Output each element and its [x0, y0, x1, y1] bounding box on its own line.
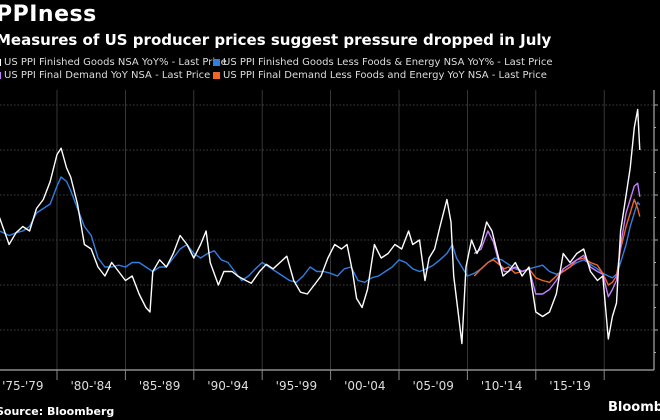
legend-swatch [0, 59, 1, 66]
legend-item-final-demand: US PPI Final Demand YoY NSA - Last Price [0, 69, 227, 82]
legend-swatch [213, 59, 220, 66]
legend-right: US PPI Finished Goods Less Foods & Energ… [213, 56, 553, 82]
x-tick-label: '15-'19 [549, 379, 590, 393]
axes [0, 90, 658, 371]
x-tick-label: '85-'89 [139, 379, 180, 393]
x-tick-labels: '75-'79 '80-'84 '85-'89 '90-'94 '95-'99 '00-'… [2, 370, 605, 393]
legend-label: US PPI Final Demand YoY NSA - Last Price [4, 70, 211, 81]
legend-label: US PPI Finished Goods Less Foods & Energ… [223, 57, 553, 68]
chart-subtitle: Measures of US producer prices suggest p… [0, 31, 552, 49]
x-tick-label: '00-'04 [344, 379, 385, 393]
source-note: Source: Bloomberg [0, 405, 115, 418]
x-tick-label: '95-'99 [276, 379, 317, 393]
x-tick-label: '90-'94 [207, 379, 248, 393]
legend-left: US PPI Finished Goods NSA YoY% - Last Pr… [0, 56, 227, 82]
legend-label: US PPI Final Demand Less Foods and Energ… [223, 70, 547, 81]
chart-title: PPIness [0, 2, 97, 27]
x-tick-label: '75-'79 [2, 379, 43, 393]
x-tick-label: '80-'84 [70, 379, 111, 393]
bloomberg-logo: Bloomberg [608, 400, 660, 415]
legend-item-finished-goods-core: US PPI Finished Goods Less Foods & Energ… [213, 56, 553, 69]
x-tick-label: '10-'14 [481, 379, 522, 393]
legend-item-finished-goods: US PPI Finished Goods NSA YoY% - Last Pr… [0, 56, 227, 69]
series-line-us-ppi-final-demand-less-foods-and-energy-yoy-nsa-last-price [473, 198, 641, 286]
series-lines [0, 108, 641, 345]
x-tick-label: '05-'09 [412, 379, 453, 393]
legend-item-final-demand-core: US PPI Final Demand Less Foods and Energ… [213, 69, 553, 82]
gridlines [0, 90, 654, 370]
legend-swatch [0, 72, 1, 79]
legend-label: US PPI Finished Goods NSA YoY% - Last Pr… [4, 57, 227, 68]
legend-swatch [213, 72, 220, 79]
series-line-us-ppi-finished-goods-nsa-yoy-last-price [0, 108, 641, 345]
series-line-us-ppi-finished-goods-less-foods-energy-nsa-yoy-last-price [0, 176, 641, 283]
series-line-us-ppi-final-demand-yoy-nsa-last-price [473, 182, 641, 298]
